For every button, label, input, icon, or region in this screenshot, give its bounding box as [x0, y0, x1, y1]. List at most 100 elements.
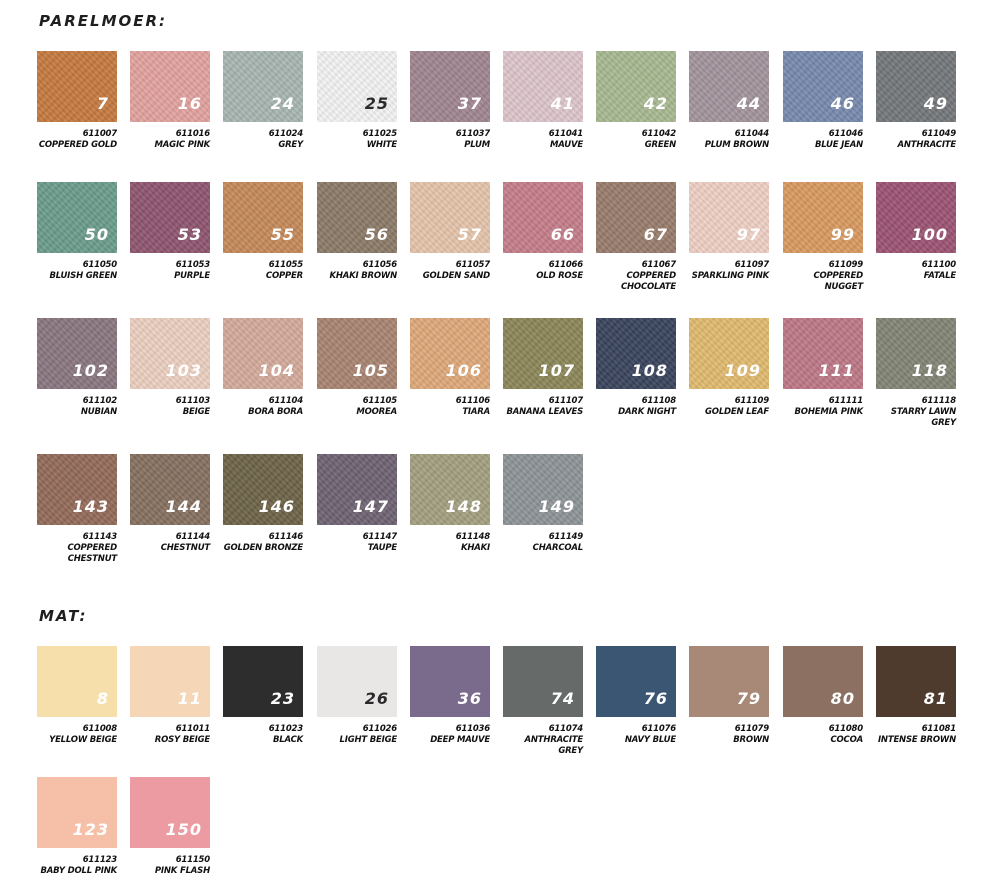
color-chip[interactable]: 111	[783, 318, 863, 389]
color-chip[interactable]: 49	[876, 51, 956, 122]
color-chip[interactable]: 150	[130, 777, 210, 848]
swatch-item[interactable]: 148 611148 KHAKI	[410, 454, 490, 554]
swatch-item[interactable]: 100 611100 FATALE	[876, 182, 956, 282]
swatch-item[interactable]: 42 611042 GREEN	[596, 51, 676, 151]
swatch-item[interactable]: 55 611055 COPPER	[223, 182, 303, 282]
swatch-item[interactable]: 57 611057 GOLDEN SAND	[410, 182, 490, 282]
color-chip[interactable]: 106	[410, 318, 490, 389]
shade-name: BLACK	[272, 735, 303, 745]
shade-number: 102	[72, 361, 109, 380]
color-chip[interactable]: 36	[410, 646, 490, 717]
color-chip[interactable]: 23	[223, 646, 303, 717]
color-chip[interactable]: 118	[876, 318, 956, 389]
swatch-item[interactable]: 66 611066 OLD ROSE	[503, 182, 583, 282]
color-chip[interactable]: 148	[410, 454, 490, 525]
swatch-item[interactable]: 104 611104 BORA BORA	[223, 318, 303, 418]
swatch-item[interactable]: 46 611046 BLUE JEAN	[783, 51, 863, 151]
color-chip[interactable]: 104	[223, 318, 303, 389]
color-chip[interactable]: 102	[37, 318, 117, 389]
shade-number: 46	[830, 94, 855, 113]
swatch-item[interactable]: 24 611024 GREY	[223, 51, 303, 151]
color-chip[interactable]: 11	[130, 646, 210, 717]
swatch-item[interactable]: 103 611103 BEIGE	[130, 318, 210, 418]
swatch-item[interactable]: 25 611025 WHITE	[317, 51, 397, 151]
color-chip[interactable]: 74	[503, 646, 583, 717]
swatch-item[interactable]: 11 611011 ROSY BEIGE	[130, 646, 210, 746]
color-chip[interactable]: 24	[223, 51, 303, 122]
color-chip[interactable]: 7	[37, 51, 117, 122]
color-chip[interactable]: 100	[876, 182, 956, 253]
color-chip[interactable]: 50	[37, 182, 117, 253]
swatch-item[interactable]: 80 611080 COCOA	[783, 646, 863, 746]
swatch-item[interactable]: 44 611044 PLUM BROWN	[689, 51, 769, 151]
color-chip[interactable]: 81	[876, 646, 956, 717]
swatch-item[interactable]: 49 611049 ANTHRACITE	[876, 51, 956, 151]
color-chip[interactable]: 147	[317, 454, 397, 525]
swatch-item[interactable]: 74 611074 ANTHRACITE GREY	[503, 646, 583, 757]
color-chip[interactable]: 57	[410, 182, 490, 253]
swatch-item[interactable]: 150 611150 PINK FLASH	[130, 777, 210, 877]
swatch-item[interactable]: 107 611107 BANANA LEAVES	[503, 318, 583, 418]
color-chip[interactable]: 42	[596, 51, 676, 122]
swatch-item[interactable]: 99 611099 COPPERED NUGGET	[783, 182, 863, 293]
swatch-item[interactable]: 53 611053 PURPLE	[130, 182, 210, 282]
swatch-item[interactable]: 149 611149 CHARCOAL	[503, 454, 583, 554]
color-chip[interactable]: 144	[130, 454, 210, 525]
swatch-item[interactable]: 26 611026 LIGHT BEIGE	[317, 646, 397, 746]
swatch-item[interactable]: 7 611007 COPPERED GOLD	[37, 51, 117, 151]
color-chip[interactable]: 41	[503, 51, 583, 122]
color-chip[interactable]: 25	[317, 51, 397, 122]
color-chip[interactable]: 105	[317, 318, 397, 389]
color-chip[interactable]: 26	[317, 646, 397, 717]
swatch-item[interactable]: 41 611041 MAUVE	[503, 51, 583, 151]
swatch-item[interactable]: 106 611106 TIARA	[410, 318, 490, 418]
swatch-item[interactable]: 36 611036 DEEP MAUVE	[410, 646, 490, 746]
swatch-item[interactable]: 143 611143 COPPERED CHESTNUT	[37, 454, 117, 565]
swatch-item[interactable]: 97 611097 SPARKLING PINK	[689, 182, 769, 282]
color-chip[interactable]: 56	[317, 182, 397, 253]
color-chip[interactable]: 149	[503, 454, 583, 525]
swatch-item[interactable]: 144 611144 CHESTNUT	[130, 454, 210, 554]
swatch-item[interactable]: 147 611147 TAUPE	[317, 454, 397, 554]
color-chip[interactable]: 107	[503, 318, 583, 389]
swatch-item[interactable]: 50 611050 BLUISH GREEN	[37, 182, 117, 282]
color-chip[interactable]: 103	[130, 318, 210, 389]
swatch-item[interactable]: 123 611123 BABY DOLL PINK	[37, 777, 117, 877]
swatch-item[interactable]: 67 611067 COPPERED CHOCOLATE	[596, 182, 676, 293]
swatch-item[interactable]: 56 611056 KHAKI BROWN	[317, 182, 397, 282]
swatch-item[interactable]: 23 611023 BLACK	[223, 646, 303, 746]
color-chip[interactable]: 97	[689, 182, 769, 253]
swatch-item[interactable]: 118 611118 STARRY LAWN GREY	[876, 318, 956, 429]
color-chip[interactable]: 80	[783, 646, 863, 717]
color-chip[interactable]: 143	[37, 454, 117, 525]
color-chip[interactable]: 55	[223, 182, 303, 253]
color-chip[interactable]: 46	[783, 51, 863, 122]
swatch-item[interactable]: 76 611076 NAVY BLUE	[596, 646, 676, 746]
swatch-item[interactable]: 109 611109 GOLDEN LEAF	[689, 318, 769, 418]
color-chip[interactable]: 67	[596, 182, 676, 253]
color-chip[interactable]: 123	[37, 777, 117, 848]
color-chip[interactable]: 8	[37, 646, 117, 717]
color-chip[interactable]: 53	[130, 182, 210, 253]
color-chip[interactable]: 16	[130, 51, 210, 122]
swatch-item[interactable]: 111 611111 BOHEMIA PINK	[783, 318, 863, 418]
color-chip[interactable]: 79	[689, 646, 769, 717]
color-chip[interactable]: 76	[596, 646, 676, 717]
color-chip[interactable]: 108	[596, 318, 676, 389]
color-chip[interactable]: 66	[503, 182, 583, 253]
swatch-item[interactable]: 105 611105 MOOREA	[317, 318, 397, 418]
swatch-item[interactable]: 16 611016 MAGIC PINK	[130, 51, 210, 151]
swatch-item[interactable]: 37 611037 PLUM	[410, 51, 490, 151]
swatch-item[interactable]: 146 611146 GOLDEN BRONZE	[223, 454, 303, 554]
swatch-item[interactable]: 79 611079 BROWN	[689, 646, 769, 746]
color-chip[interactable]: 146	[223, 454, 303, 525]
swatch-item[interactable]: 8 611008 YELLOW BEIGE	[37, 646, 117, 746]
color-chip[interactable]: 44	[689, 51, 769, 122]
swatch-item[interactable]: 81 611081 INTENSE BROWN	[876, 646, 956, 746]
color-chip[interactable]: 99	[783, 182, 863, 253]
swatch-item[interactable]: 108 611108 DARK NIGHT	[596, 318, 676, 418]
shade-number: 104	[258, 361, 295, 380]
swatch-item[interactable]: 102 611102 NUBIAN	[37, 318, 117, 418]
color-chip[interactable]: 109	[689, 318, 769, 389]
color-chip[interactable]: 37	[410, 51, 490, 122]
